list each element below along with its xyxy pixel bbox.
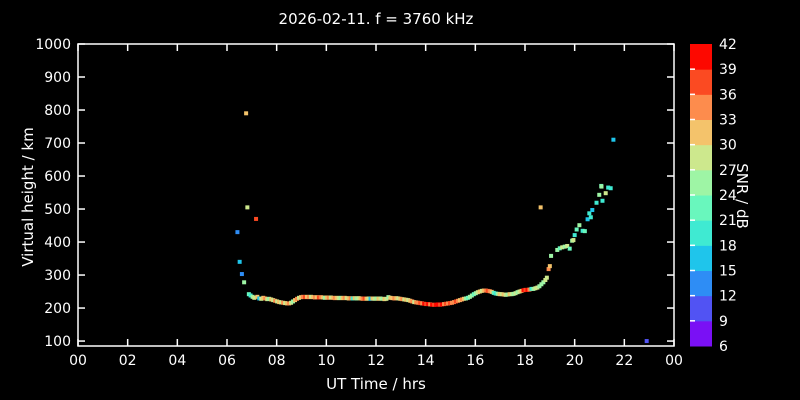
data-point (560, 245, 565, 250)
data-point (549, 253, 554, 258)
x-tick-label: 22 (615, 353, 633, 369)
data-point (611, 137, 616, 142)
colorbar-tick-label: 12 (719, 289, 737, 305)
y-tick-label: 600 (44, 169, 71, 185)
data-point (580, 228, 585, 233)
data-point (572, 233, 577, 238)
data-point (239, 272, 244, 277)
data-point (244, 111, 249, 116)
data-point (237, 259, 242, 264)
data-point (599, 184, 604, 189)
data-point (597, 192, 602, 197)
colorbar-tick-label: 39 (719, 62, 737, 78)
y-tick-label: 200 (44, 301, 71, 317)
colorbar-segment (690, 44, 712, 70)
x-tick-label: 12 (367, 353, 385, 369)
data-point (571, 238, 576, 243)
colorbar-tick-label: 42 (719, 37, 737, 53)
x-tick-label: 00 (665, 353, 683, 369)
data-point (587, 211, 592, 216)
colorbar-tick-label: 24 (719, 188, 737, 204)
colorbar-tick-label: 15 (719, 264, 737, 280)
data-point (544, 275, 549, 280)
data-point (254, 216, 259, 221)
y-axis-label: Virtual height / km (19, 127, 37, 267)
colorbar-segment (690, 144, 712, 171)
colorbar-tick-label: 6 (719, 339, 728, 355)
data-point (600, 198, 605, 203)
x-tick-label: 10 (317, 353, 335, 369)
x-tick-label: 04 (168, 353, 186, 369)
x-tick-label: 00 (69, 353, 87, 369)
x-tick-label: 20 (566, 353, 584, 369)
data-point (577, 223, 582, 228)
colorbar-tick-label: 27 (719, 163, 737, 179)
x-axis-ticks: 00 02 04 06 08 10 12 14 16 18 20 22 00 (69, 44, 683, 369)
colorbar-segment (690, 195, 712, 221)
y-tick-label: 1000 (35, 37, 71, 53)
y-tick-label: 700 (44, 136, 71, 152)
colorbar-tick-label: 36 (719, 87, 737, 103)
data-point (567, 246, 572, 251)
colorbar-tick-label: 18 (719, 238, 737, 254)
y-axis-ticks: 100 200 300 400 500 600 700 800 900 1000 (35, 37, 674, 350)
data-point (582, 229, 587, 234)
colorbar-tick-label: 21 (719, 213, 737, 229)
colorbar-segment (690, 94, 712, 120)
data-point (606, 185, 611, 190)
colorbar-segment (690, 245, 712, 271)
data-point (557, 246, 562, 251)
data-point (541, 280, 546, 285)
data-point (547, 264, 552, 269)
colorbar-segment (690, 220, 712, 246)
data-point (585, 217, 590, 222)
colorbar-segment (690, 295, 712, 322)
colorbar-segment (690, 169, 712, 196)
colorbar: 6 9 12 15 18 21 24 27 30 33 36 39 42 (690, 37, 737, 355)
y-tick-label: 300 (44, 268, 71, 284)
data-point (574, 227, 579, 232)
colorbar-segment (690, 320, 712, 347)
data-point (590, 208, 595, 213)
x-axis-label: UT Time / hrs (326, 375, 426, 393)
data-point (603, 191, 608, 196)
y-tick-label: 400 (44, 235, 71, 251)
data-point (565, 243, 570, 248)
data-point (242, 280, 247, 285)
y-tick-label: 800 (44, 103, 71, 119)
colorbar-segment (690, 69, 712, 95)
colorbar-label: SNR / dB (733, 163, 751, 229)
y-tick-label: 500 (44, 202, 71, 218)
colorbar-tick-label: 9 (719, 314, 728, 330)
x-tick-label: 14 (417, 353, 435, 369)
x-tick-label: 02 (119, 353, 137, 369)
data-point (235, 230, 240, 235)
data-point (538, 205, 543, 210)
plot-title: 2026-02-11. f = 3760 kHz (278, 10, 474, 28)
colorbar-segment (690, 270, 712, 297)
scatter-points (235, 111, 649, 344)
data-point (608, 186, 613, 191)
data-point (555, 247, 560, 252)
data-point (546, 267, 551, 272)
data-point (594, 200, 599, 205)
data-point (245, 205, 250, 210)
colorbar-tick-label: 33 (719, 113, 737, 129)
data-point (252, 295, 257, 300)
x-tick-label: 16 (466, 353, 484, 369)
colorbar-segment (690, 119, 712, 146)
data-point (644, 339, 649, 344)
data-point (543, 277, 548, 282)
x-tick-label: 08 (268, 353, 286, 369)
x-tick-label: 06 (218, 353, 236, 369)
y-tick-label: 100 (44, 334, 71, 350)
y-tick-label: 900 (44, 70, 71, 86)
data-point (588, 215, 593, 220)
x-tick-label: 18 (516, 353, 534, 369)
colorbar-tick-label: 30 (719, 138, 737, 154)
data-point (562, 244, 567, 249)
